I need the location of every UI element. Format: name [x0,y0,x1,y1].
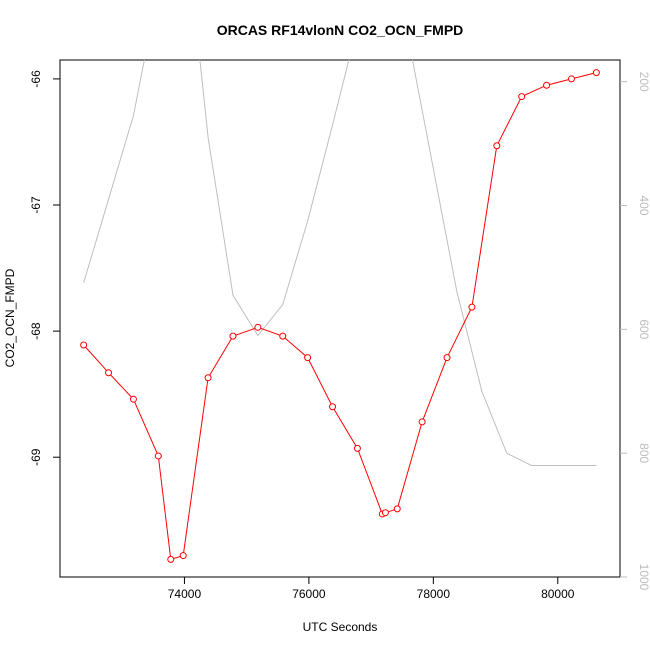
data-point [279,332,287,340]
data-point [418,418,426,426]
y-tick-label: -68 [29,322,43,340]
data-point [229,332,237,340]
right-y-tick-label: 200 [637,72,650,92]
x-tick-label: 74000 [168,587,202,601]
data-point [304,354,312,362]
data-point [543,81,551,89]
data-point [204,374,212,382]
plot-frame [59,59,621,578]
chart-title: ORCAS RF14vlonN CO2_OCN_FMPD [217,22,464,38]
right-y-tick-label: 600 [637,319,650,339]
data-point [154,452,162,460]
data-point [254,323,262,331]
right-y-tick-label: 400 [637,195,650,215]
data-point [381,509,389,517]
data-point [493,142,501,150]
y-axis-label: CO2_OCN_FMPD [3,268,17,367]
data-point [129,395,137,403]
data-point [567,75,575,83]
x-axis: 74000 76000 78000 80000 [168,577,575,601]
right-y-tick-label: 1000 [637,564,650,591]
series-line-primary [83,72,597,560]
data-point [105,369,113,377]
series-layer [80,60,600,563]
data-point [80,341,88,349]
x-axis-label: UTC Seconds [303,620,378,634]
x-tick-label: 80000 [541,587,575,601]
data-point [353,444,361,452]
series-line-secondary [83,60,597,467]
data-point [393,505,401,513]
right-y-axis: 200 400 600 800 1000 [620,72,650,591]
data-point [518,93,526,101]
y-axis: -69 -68 -67 -66 [29,70,60,466]
x-tick-label: 76000 [292,587,326,601]
x-tick-label: 78000 [417,587,451,601]
data-point [443,354,451,362]
data-point [468,303,476,311]
y-tick-label: -66 [29,70,43,88]
y-tick-label: -67 [29,196,43,214]
right-y-tick-label: 800 [637,443,650,463]
y-tick-label: -69 [29,448,43,466]
data-point [179,552,187,560]
data-point [329,403,337,411]
data-point [167,555,175,563]
data-point [592,69,600,77]
